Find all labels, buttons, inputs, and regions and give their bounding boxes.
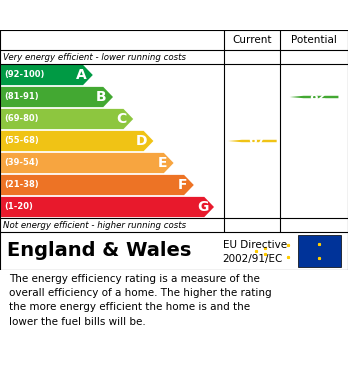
- Polygon shape: [1, 131, 153, 151]
- Text: (92-100): (92-100): [4, 70, 45, 79]
- Text: Very energy efficient - lower running costs: Very energy efficient - lower running co…: [3, 52, 187, 61]
- Text: The energy efficiency rating is a measure of the
overall efficiency of a home. T: The energy efficiency rating is a measur…: [9, 274, 271, 327]
- Polygon shape: [1, 153, 174, 173]
- Text: F: F: [177, 178, 187, 192]
- Text: (69-80): (69-80): [4, 115, 39, 124]
- Polygon shape: [1, 87, 113, 107]
- Text: A: A: [76, 68, 87, 82]
- Polygon shape: [1, 175, 194, 195]
- Polygon shape: [1, 109, 133, 129]
- Polygon shape: [228, 140, 277, 142]
- Text: Not energy efficient - higher running costs: Not energy efficient - higher running co…: [3, 221, 187, 230]
- Text: 82: 82: [310, 90, 327, 104]
- Text: B: B: [96, 90, 107, 104]
- Text: (39-54): (39-54): [4, 158, 39, 167]
- Text: (55-68): (55-68): [4, 136, 39, 145]
- Text: C: C: [117, 112, 127, 126]
- Text: 67: 67: [248, 135, 265, 147]
- Text: D: D: [136, 134, 148, 148]
- Polygon shape: [290, 96, 339, 98]
- Text: G: G: [197, 200, 208, 214]
- Polygon shape: [1, 65, 93, 85]
- Text: (21-38): (21-38): [4, 181, 39, 190]
- Text: E: E: [157, 156, 167, 170]
- Text: (81-91): (81-91): [4, 93, 39, 102]
- Text: 2002/91/EC: 2002/91/EC: [223, 254, 283, 264]
- Text: (1-20): (1-20): [4, 203, 33, 212]
- Bar: [298, 235, 341, 267]
- Text: England & Wales: England & Wales: [7, 242, 191, 260]
- Polygon shape: [1, 197, 214, 217]
- Text: EU Directive: EU Directive: [223, 240, 287, 249]
- Text: Current: Current: [232, 35, 272, 45]
- Text: Energy Efficiency Rating: Energy Efficiency Rating: [9, 6, 238, 24]
- Text: Potential: Potential: [291, 35, 337, 45]
